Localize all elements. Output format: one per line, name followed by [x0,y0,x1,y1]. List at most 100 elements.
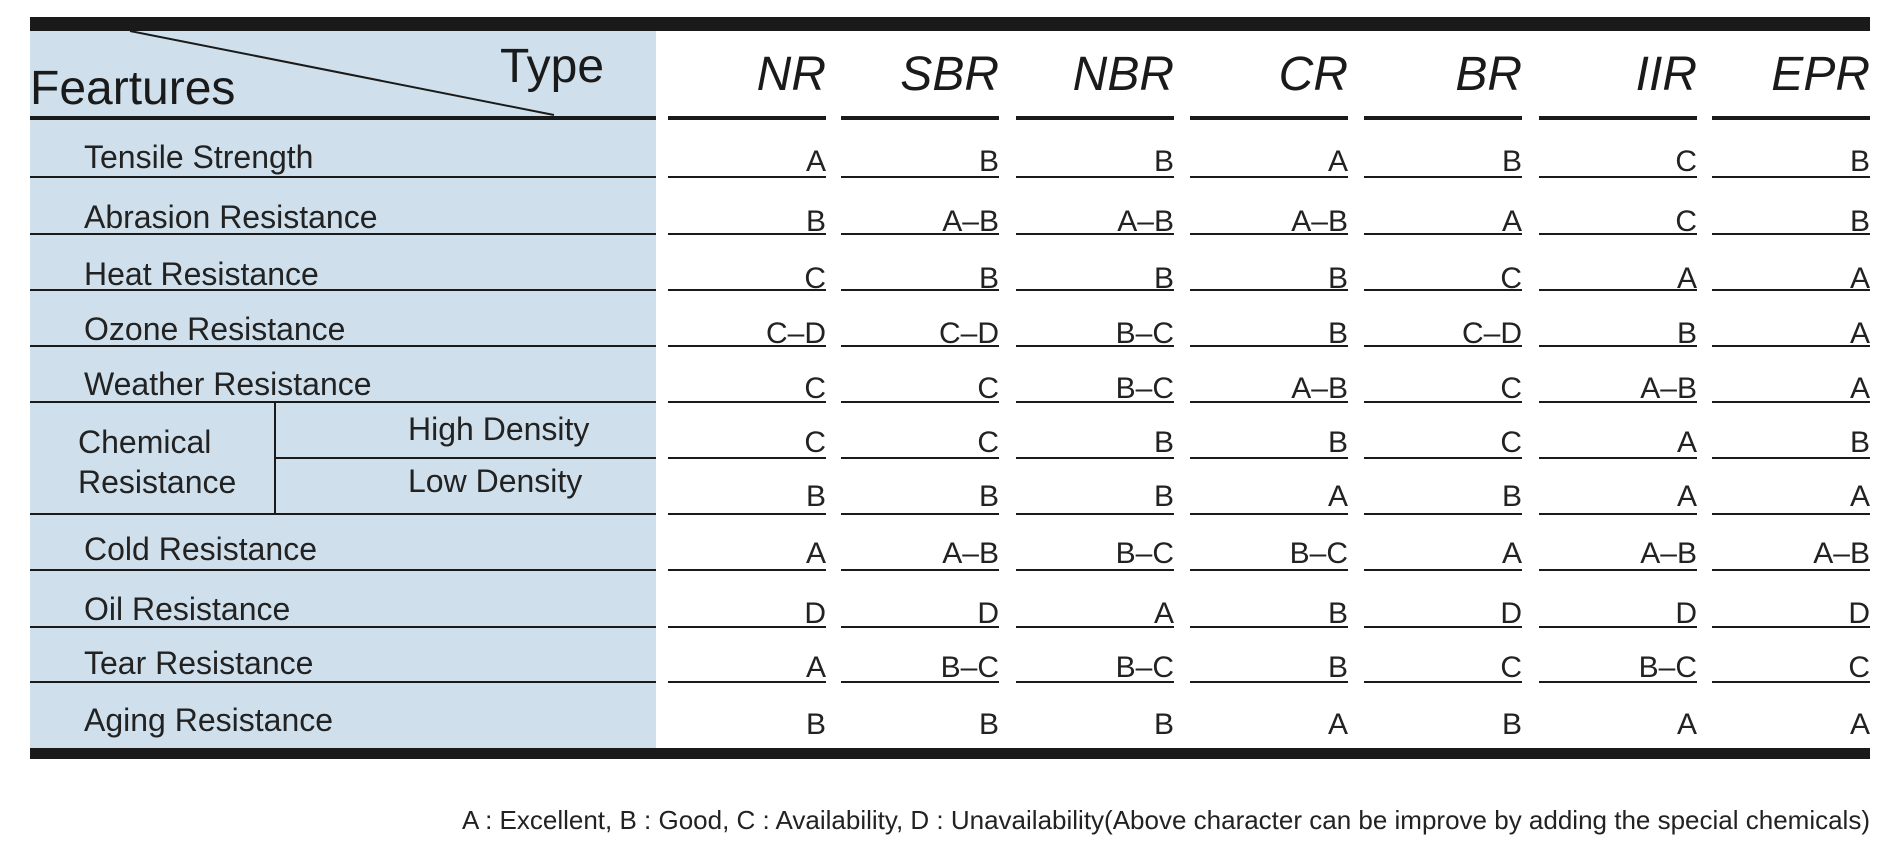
cell-divider [1712,401,1870,403]
table-cell: B [1501,145,1522,178]
row-divider [30,289,656,291]
row-divider [30,233,656,235]
cell-divider [1364,569,1522,571]
table-cell: B [978,708,999,741]
cell-divider [841,233,999,235]
table-cell: A [1849,262,1870,295]
table-cell: B [805,205,826,238]
corner-features-label: Feartures [30,62,236,115]
cell-divider [841,345,999,347]
column-header-rule [1190,116,1348,120]
table-cell: A [1153,597,1174,630]
cell-divider [668,457,826,459]
cell-divider [1190,289,1348,291]
cell-divider [668,233,826,235]
table-cell: B [1849,205,1870,238]
cell-divider [1712,176,1870,178]
row-label: Heat Resistance [84,256,319,292]
table-cell: B [805,708,826,741]
table-cell: A [1849,480,1870,513]
table-cell: B–C [1289,537,1348,570]
cell-divider [668,569,826,571]
table-cell: D [1848,597,1870,630]
cell-divider [841,457,999,459]
cell-divider [1712,457,1870,459]
cell-divider [1190,513,1348,515]
cell-divider [1712,513,1870,515]
cell-divider [668,176,826,178]
cell-divider [1539,681,1697,683]
table-cell: C [804,372,826,405]
table-cell: A [805,537,826,570]
cell-divider [1712,289,1870,291]
row-label: Aging Resistance [84,702,334,738]
table-cell: B [1153,708,1174,741]
cell-divider [1712,345,1870,347]
cell-divider [1364,233,1522,235]
cell-divider [1016,176,1174,178]
table-cell: C [977,426,999,459]
table-cell: C [804,262,826,295]
cell-divider [1190,457,1348,459]
column-header-nbr: NBR [1072,48,1174,101]
cell-divider [1190,233,1348,235]
table-cell: D [977,597,999,630]
table-cell: B [1676,317,1697,350]
cell-divider [841,681,999,683]
row-label-high-density: High Density [408,411,590,447]
cell-divider [1539,457,1697,459]
cell-divider [841,513,999,515]
column-header-rule [1539,116,1697,120]
cell-divider [668,401,826,403]
table-cell: A [1676,262,1697,295]
row-label: Tear Resistance [84,645,314,681]
row-label: Cold Resistance [84,531,317,567]
table-cell: A–B [1291,372,1348,405]
row-label: Ozone Resistance [84,311,346,347]
cell-divider [1016,401,1174,403]
cell-divider [1539,176,1697,178]
column-header-rule [1364,116,1522,120]
column-header-br: BR [1455,48,1522,101]
table-cell: B–C [1115,651,1174,684]
cell-divider [841,176,999,178]
table-cell: A [805,145,826,178]
cell-divider [1539,401,1697,403]
table-cell: D [1675,597,1697,630]
table-top-rule [30,17,1870,31]
table-cell: B [1327,597,1348,630]
table-cell: B [1501,708,1522,741]
table-cell: B [978,262,999,295]
cell-divider [1712,626,1870,628]
cell-divider [1190,345,1348,347]
corner-diagonal-line [129,31,555,116]
cell-divider [1016,457,1174,459]
table-cell: A [1676,708,1697,741]
table-cell: B [1153,426,1174,459]
table-cell: B–C [1115,317,1174,350]
table-cell: A [1676,480,1697,513]
table-cell: A [1501,205,1522,238]
table-cell: D [1500,597,1522,630]
table-cell: C [1848,651,1870,684]
cell-divider [1016,289,1174,291]
cell-divider [1539,513,1697,515]
table-cell: B [1327,262,1348,295]
row-divider [30,626,656,628]
table-cell: B [1153,262,1174,295]
cell-divider [668,681,826,683]
cell-divider [668,626,826,628]
table-cell: B [805,480,826,513]
table-cell: C–D [938,317,999,350]
row-divider [30,401,656,403]
cell-divider [668,289,826,291]
row-label: Weather Resistance [84,366,372,402]
cell-divider [1190,401,1348,403]
feature-column-background [30,31,656,748]
table-cell: B–C [1115,537,1174,570]
cell-divider [1016,513,1174,515]
cell-divider [1539,569,1697,571]
table-cell: A [1849,372,1870,405]
legend-note: A : Excellent, B : Good, C : Availabilit… [461,805,1870,835]
table-cell: B [978,480,999,513]
